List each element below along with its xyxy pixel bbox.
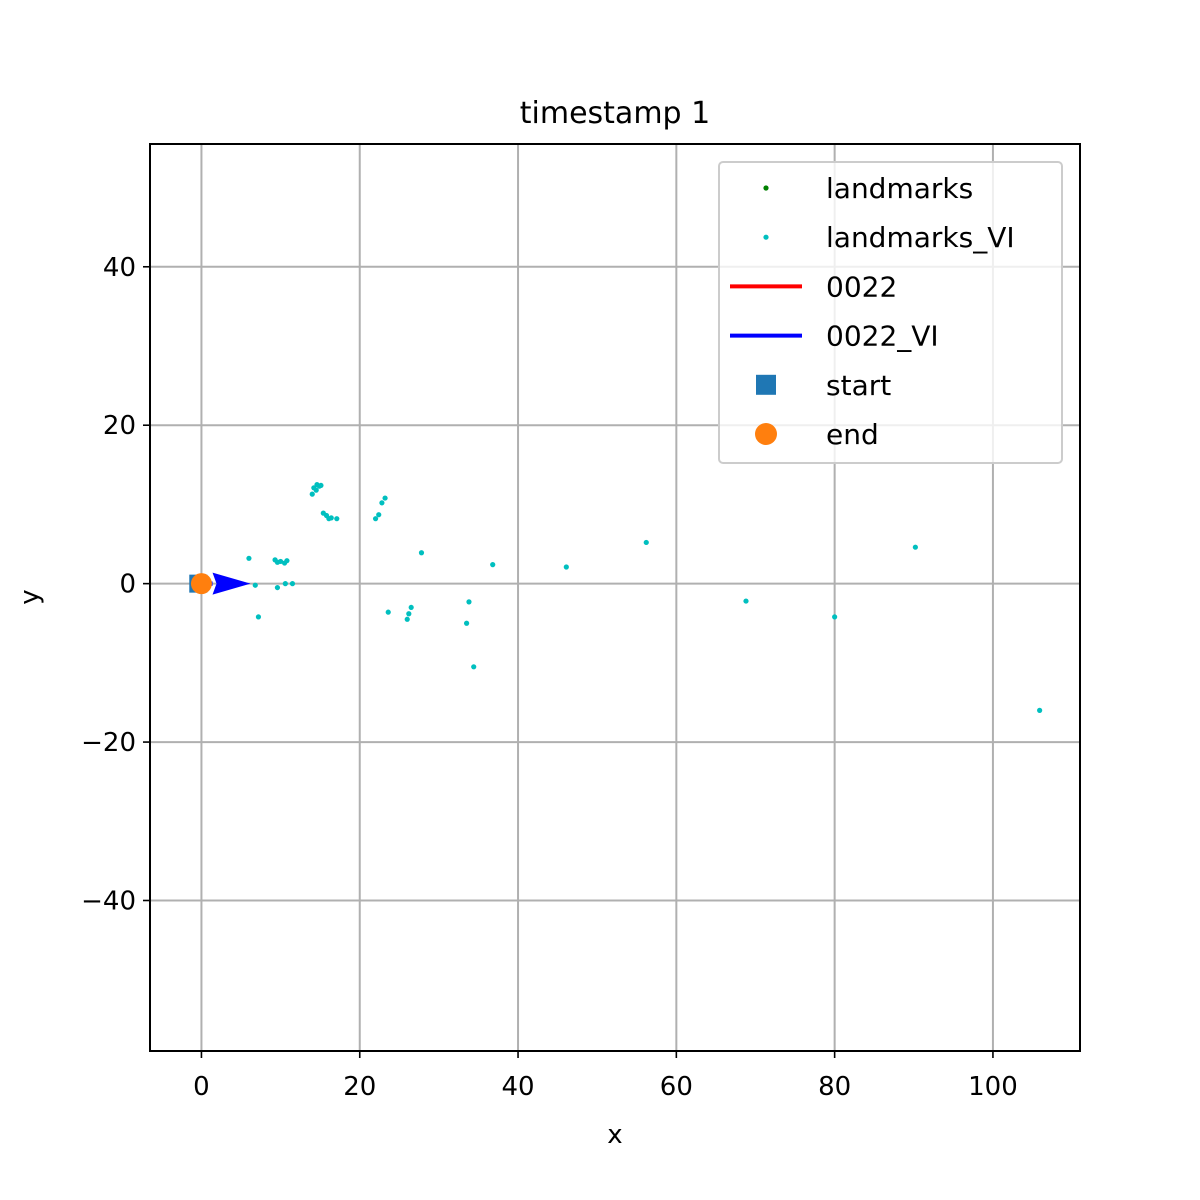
landmark-vi-point <box>309 491 315 497</box>
landmark-vi-point <box>466 599 472 605</box>
landmark-vi-point <box>490 562 496 568</box>
y-tick-label: −40 <box>81 886 136 916</box>
landmark-vi-point <box>404 616 410 622</box>
landmark-vi-point <box>1037 707 1043 713</box>
legend-label-start: start <box>826 369 891 402</box>
landmark-vi-point <box>246 555 252 561</box>
y-tick-label: 20 <box>103 411 136 441</box>
chart-title: timestamp 1 <box>520 96 710 131</box>
legend-box <box>718 161 1063 464</box>
plot-area <box>189 482 1043 713</box>
vi-arrow-head <box>212 572 251 595</box>
x-tick-label: 80 <box>818 1072 851 1102</box>
landmark-vi-point <box>252 582 258 588</box>
x-tick-label: 20 <box>343 1072 376 1102</box>
landmark-vi-point <box>277 558 284 565</box>
y-axis-label: y <box>15 589 45 604</box>
x-tick-label: 0 <box>193 1072 210 1102</box>
landmark-vi-point <box>282 581 288 587</box>
grid <box>150 144 1080 1051</box>
landmark-vi-point <box>743 598 749 604</box>
legend-label-landmarks-vi: landmarks_VI <box>826 221 1015 254</box>
landmark-vi-point <box>463 620 470 626</box>
x-tick-label: 60 <box>660 1072 693 1102</box>
landmark-vi-point <box>334 516 340 522</box>
landmark-vi-point <box>563 564 569 570</box>
landmark-vi-point <box>255 614 262 620</box>
landmark-vi-point <box>418 550 425 556</box>
landmark-vi-point <box>274 584 281 591</box>
legend-label-0022: 0022 <box>826 270 897 303</box>
legend-marker-end <box>755 423 777 445</box>
ticks: 0 20 40 60 80 100 40 20 0 −20 −40 <box>81 253 1018 1102</box>
landmark-vi-point <box>313 487 319 493</box>
landmark-vi-point <box>408 604 414 611</box>
y-tick-label: −20 <box>81 728 136 758</box>
legend-label-landmarks: landmarks <box>826 172 973 205</box>
landmark-vi-point <box>376 512 382 518</box>
landmark-vi-point <box>832 614 838 620</box>
landmark-vi-point <box>318 482 324 489</box>
x-axis-label: x <box>607 1120 622 1150</box>
landmark-vi-point <box>289 581 296 587</box>
landmark-vi-point <box>385 609 391 615</box>
landmark-vi-point <box>643 539 649 546</box>
legend-label-end: end <box>826 418 879 451</box>
landmark-vi-point <box>382 495 388 501</box>
legend-marker-landmarks <box>763 185 769 191</box>
x-tick-label: 100 <box>968 1072 1018 1102</box>
y-tick-label: 40 <box>103 253 136 283</box>
landmark-vi-point <box>912 544 918 550</box>
landmark-vi-point <box>284 558 290 564</box>
legend-marker-landmarks-vi <box>763 234 769 240</box>
end-marker <box>190 573 212 595</box>
landmark-vi-point <box>406 611 412 617</box>
landmark-vi-point <box>471 664 477 670</box>
landmark-vi-point <box>328 515 334 521</box>
landmark-vi-point <box>379 500 385 506</box>
legend-label-0022-vi: 0022_VI <box>826 320 939 353</box>
plot-frame <box>149 143 1081 1052</box>
y-tick-label: 0 <box>119 570 136 600</box>
landmark-vi-point <box>372 516 379 522</box>
x-tick-label: 40 <box>501 1072 534 1102</box>
legend-marker-start <box>756 374 776 395</box>
